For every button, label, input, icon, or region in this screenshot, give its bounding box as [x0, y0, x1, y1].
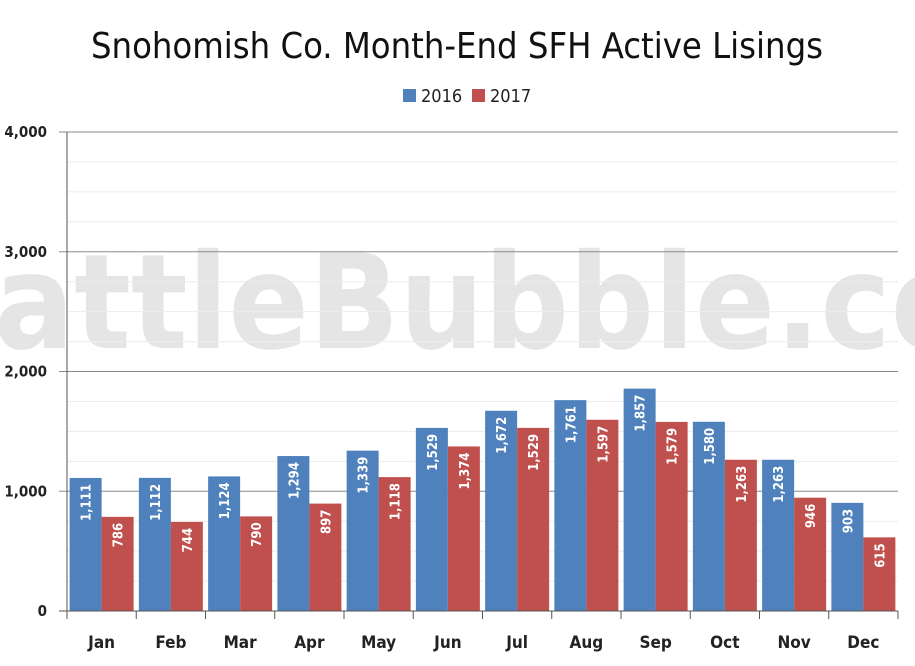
bar-2017-jul: [517, 427, 550, 611]
data-label: 1,761: [564, 406, 579, 443]
x-tick-label: Aug: [570, 633, 604, 653]
x-tick-label: May: [361, 633, 396, 653]
bar-2017-jan: [101, 516, 134, 611]
data-label: 1,118: [389, 483, 404, 520]
data-labels: 1,111 786 1,112 744 1,124 790 1,294 897 1,339 1,1…: [80, 395, 889, 568]
bar-2016-apr: [277, 456, 310, 611]
legend-swatch: [403, 89, 416, 102]
data-label: 786: [112, 523, 127, 547]
legend-label: 2016: [421, 86, 462, 107]
x-tick-label: Feb: [155, 633, 186, 653]
data-label: 946: [804, 504, 819, 528]
data-label: 1,294: [287, 462, 302, 499]
data-label: 1,580: [703, 428, 718, 465]
y-tick-label: 0: [38, 602, 47, 620]
bar-2016-jan: [69, 477, 102, 611]
x-tick-label: Sep: [639, 633, 671, 653]
bar-2017-dec: [863, 537, 896, 611]
x-tick-label: Mar: [224, 633, 258, 653]
bar-2016-jun: [415, 427, 448, 611]
bars: [69, 388, 896, 611]
data-label: 1,124: [218, 482, 233, 519]
y-tick-label: 1,000: [4, 482, 47, 500]
data-label: 1,263: [735, 466, 750, 503]
data-label: 903: [841, 509, 856, 533]
x-tick-label: Nov: [777, 633, 810, 653]
y-tick-label: 4,000: [4, 123, 47, 141]
watermark: SeattleBubble.com: [0, 226, 915, 380]
bar-2016-aug: [554, 400, 587, 611]
data-label: 744: [181, 528, 196, 552]
bar-2017-nov: [794, 497, 827, 611]
x-tick-label: Dec: [847, 633, 879, 653]
legend-swatch: [472, 89, 485, 102]
data-label: 1,111: [80, 484, 95, 521]
data-label: 1,339: [357, 457, 372, 494]
x-tick-label: Jul: [505, 633, 528, 653]
data-label: 1,597: [596, 426, 611, 463]
data-label: 1,857: [634, 395, 649, 432]
bar-2016-sep: [623, 388, 656, 611]
bar-2016-mar: [208, 476, 241, 611]
data-label: 897: [319, 510, 334, 534]
legend-label: 2017: [490, 86, 531, 107]
bar-2017-feb: [170, 521, 203, 611]
bar-2017-sep: [655, 421, 688, 611]
x-tick-label: Oct: [710, 633, 739, 653]
x-tick-label: Jun: [433, 633, 461, 653]
bar-2017-apr: [309, 503, 342, 611]
data-label: 1,529: [426, 434, 441, 471]
bar-2016-nov: [762, 459, 795, 611]
x-tick-label: Jan: [87, 633, 115, 653]
legend: 2016 2017: [403, 86, 531, 107]
data-label: 1,529: [527, 434, 542, 471]
chart-title: Snohomish Co. Month-End SFH Active Lisin…: [91, 26, 823, 67]
data-label: 1,112: [149, 484, 164, 521]
axes: 0 1,000 2,000 3,000 4,000 Jan Feb Mar Apr May Jun J…: [4, 123, 899, 653]
data-label: 790: [250, 522, 265, 546]
bar-2017-mar: [240, 516, 273, 611]
bar-2016-feb: [138, 477, 171, 611]
bar-2016-jul: [485, 410, 518, 611]
x-tick-label: Apr: [294, 633, 325, 653]
bar-2016-may: [346, 450, 379, 611]
data-label: 1,263: [772, 466, 787, 503]
y-tick-label: 3,000: [4, 243, 47, 261]
y-tick-label: 2,000: [4, 363, 47, 381]
data-label: 1,672: [495, 417, 510, 454]
bar-2016-dec: [831, 502, 864, 611]
bar-2016-oct: [692, 421, 725, 611]
bar-2017-may: [378, 477, 411, 611]
bar-2017-oct: [724, 459, 757, 611]
data-label: 1,374: [458, 452, 473, 489]
data-label: 615: [873, 543, 888, 567]
data-label: 1,579: [666, 428, 681, 465]
bar-2017-jun: [447, 446, 480, 611]
bar-2017-aug: [586, 419, 619, 611]
